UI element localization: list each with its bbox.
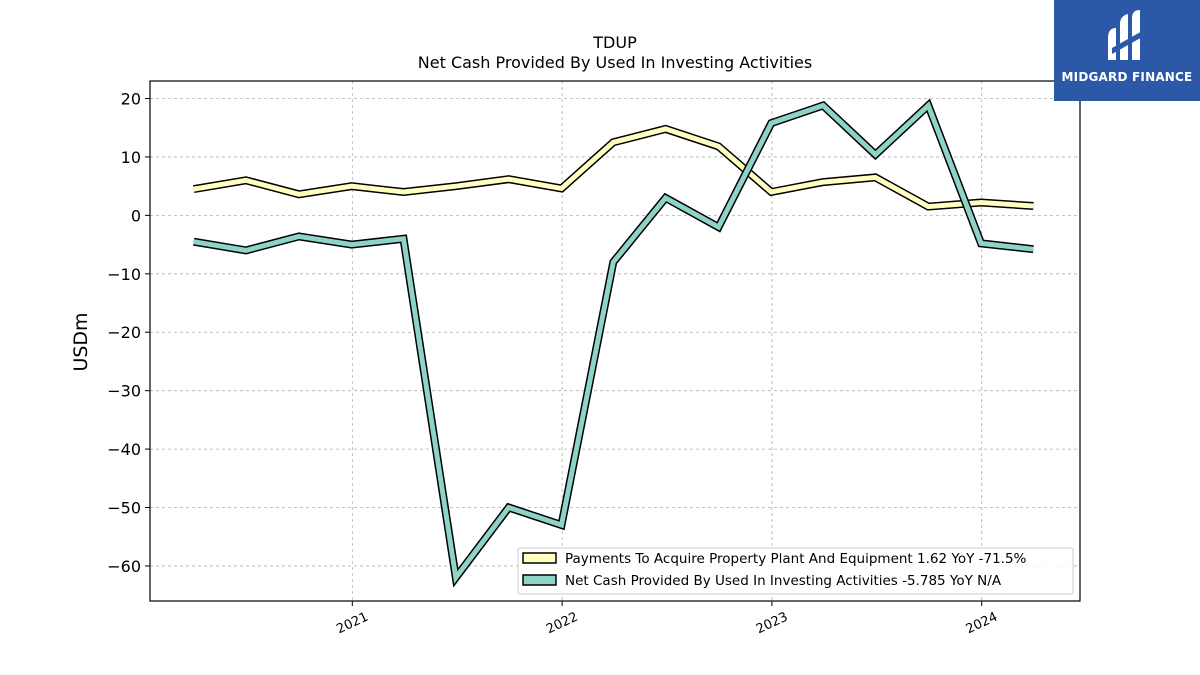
grid (150, 81, 1080, 601)
y-axis-label: USDm (70, 312, 92, 371)
series-layer (193, 98, 1034, 588)
y-tick-label: −60 (107, 557, 141, 576)
y-tick-label: 0 (131, 206, 141, 225)
y-tick-label: 10 (121, 148, 141, 167)
net-cash-series-outline (193, 98, 1034, 588)
y-tick-label: −50 (107, 499, 141, 518)
x-tick-label: 2023 (754, 610, 790, 638)
midgard-logo-icon (1108, 10, 1144, 60)
legend-box (517, 547, 1074, 595)
legend-label-payments: Payments To Acquire Property Plant And E… (565, 551, 1027, 567)
chart-title: TDUP (592, 33, 637, 52)
legend-label-net-cash: Net Cash Provided By Used In Investing A… (565, 573, 1002, 589)
plot-frame (149, 80, 1081, 602)
y-tick-label: −20 (107, 323, 141, 342)
y-tick-label: 20 (121, 90, 141, 109)
legend-swatch-net-cash (522, 574, 557, 586)
y-tick-label: −40 (107, 440, 141, 459)
x-tick-label: 2024 (964, 610, 1000, 638)
brand-logo: MIDGARD FINANCE (1054, 0, 1200, 101)
net-cash-series-line (193, 101, 1034, 584)
x-tick-label: 2021 (334, 610, 370, 638)
y-tick-label: −10 (107, 265, 141, 284)
legend: Payments To Acquire Property Plant And E… (517, 547, 1074, 595)
legend-swatch-payments (522, 552, 557, 564)
brand-name: MIDGARD FINANCE (1061, 70, 1193, 84)
chart-subtitle: Net Cash Provided By Used In Investing A… (418, 53, 812, 72)
y-tick-label: −30 (107, 382, 141, 401)
x-tick-label: 2022 (544, 610, 580, 638)
payments-series-line (193, 126, 1034, 210)
